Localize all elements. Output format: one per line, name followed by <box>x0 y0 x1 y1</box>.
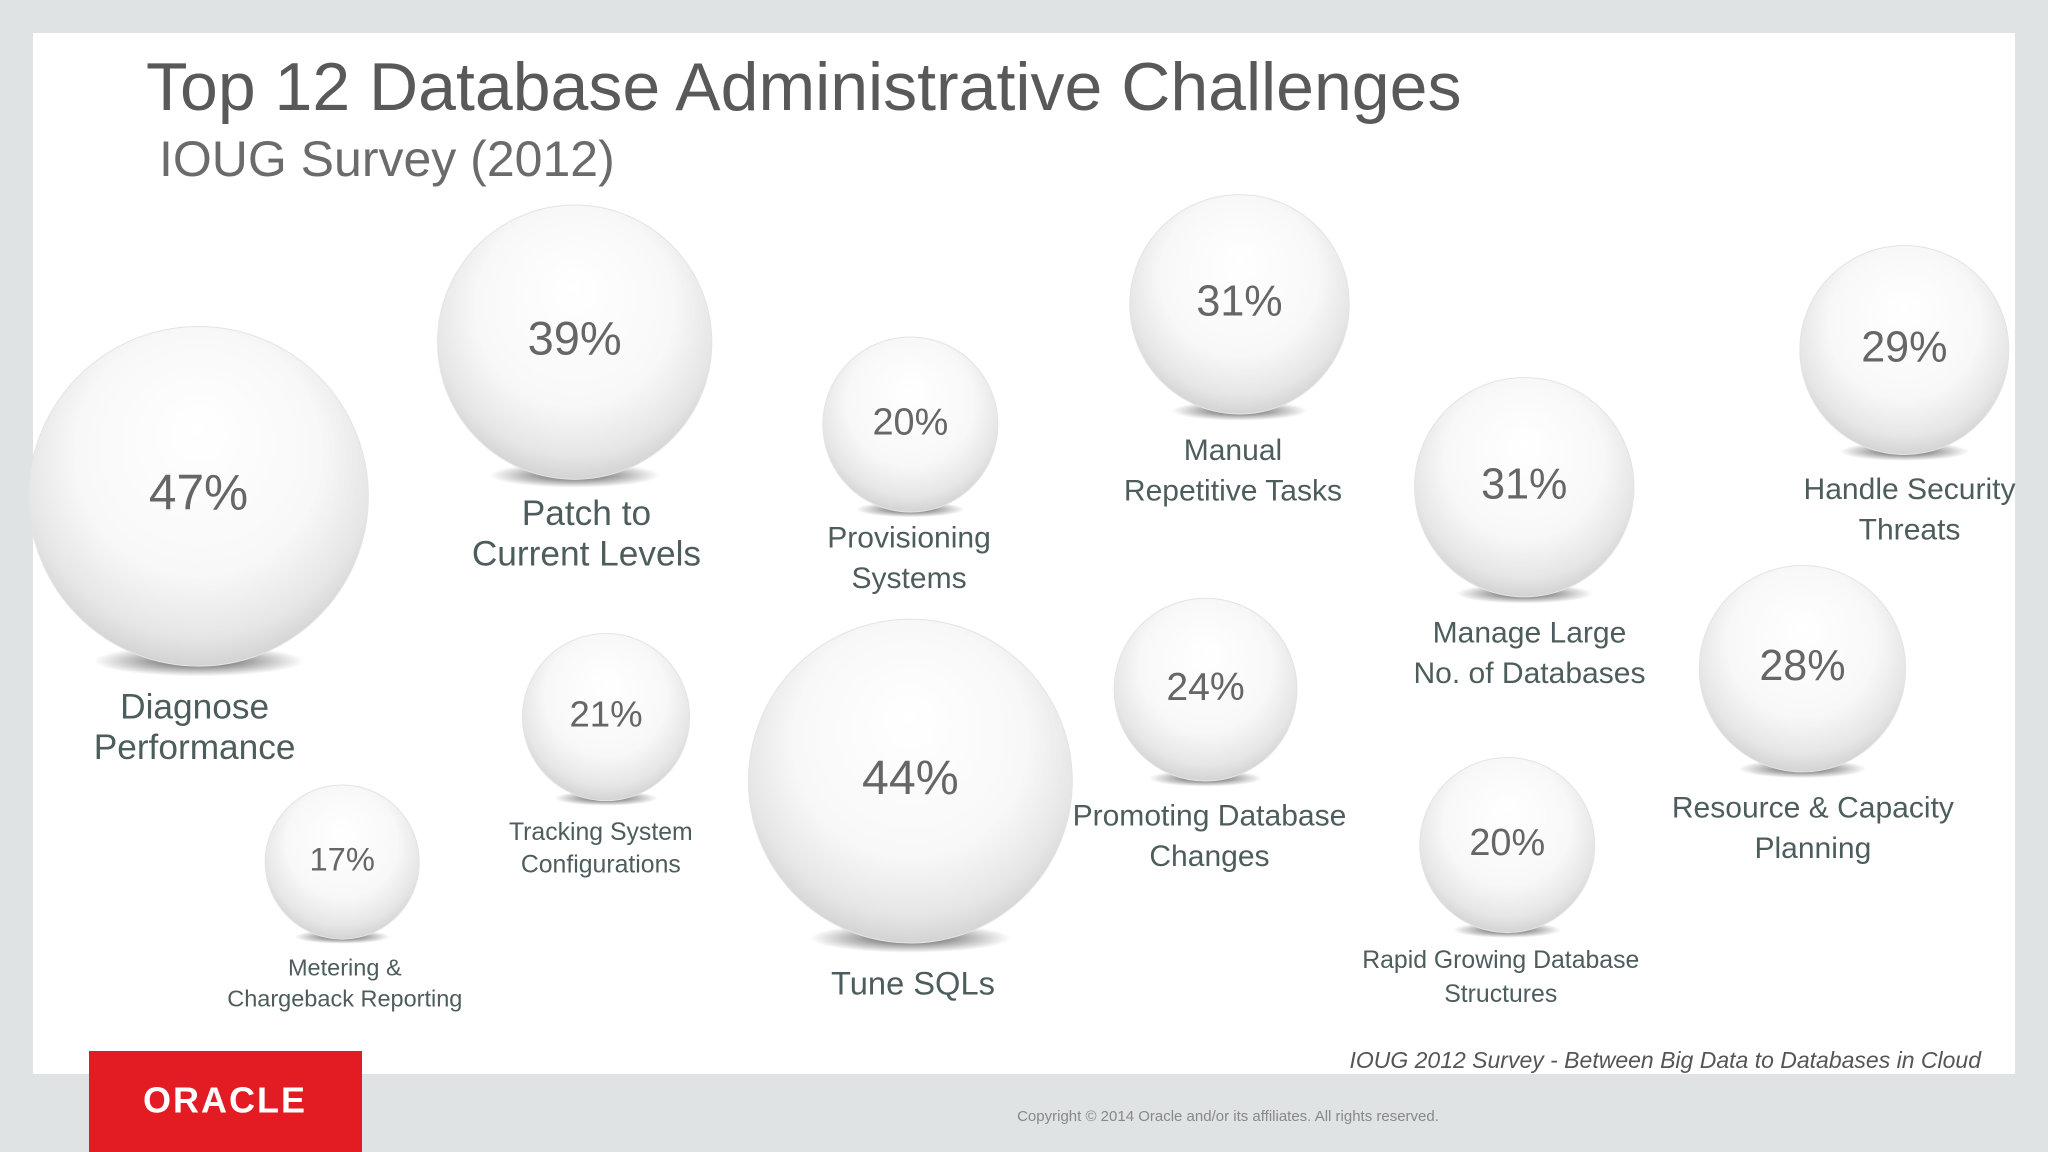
bubble <box>437 204 713 480</box>
bubble-label: Provisioning <box>827 521 991 554</box>
bubble <box>1129 194 1350 415</box>
bubble-value: 31% <box>1481 461 1567 509</box>
bubble <box>1113 597 1298 782</box>
source-note: IOUG 2012 Survey - Between Big Data to D… <box>1349 1047 1982 1073</box>
bubble <box>1419 757 1596 934</box>
bubble-label: Chargeback Reporting <box>227 986 462 1012</box>
bubble-value: 24% <box>1166 666 1244 709</box>
bubble <box>1414 376 1635 598</box>
logo: ORACLE <box>143 1080 307 1121</box>
bubble <box>1799 245 2010 456</box>
bubble-label: Current Levels <box>472 535 701 574</box>
bubble-label: Manual <box>1184 434 1283 467</box>
bubble <box>747 618 1073 944</box>
bubble-value: 21% <box>569 694 642 735</box>
bubble-value: 20% <box>872 401 948 443</box>
bubble-value: 39% <box>528 312 622 365</box>
bubble <box>264 784 420 940</box>
title: Top 12 Database Administrative Challenge… <box>146 49 1461 125</box>
bubble-label: Tune SQLs <box>831 965 995 1002</box>
bubble-label: Planning <box>1754 832 1871 865</box>
bubble-label: No. of Databases <box>1413 657 1645 690</box>
bubble <box>28 326 369 667</box>
bubble-label: Metering & <box>288 954 402 980</box>
bubble-label: Changes <box>1149 840 1269 873</box>
bubble <box>521 632 691 802</box>
bubble-value: 29% <box>1861 323 1947 371</box>
bubble-value: 20% <box>1469 822 1545 864</box>
bubble-value: 44% <box>862 751 959 805</box>
bubble-label: Promoting Database <box>1073 800 1347 833</box>
bubble-label: Handle Security <box>1804 473 2016 506</box>
bubble-value: 31% <box>1196 278 1282 326</box>
bubble-value: 28% <box>1759 642 1845 690</box>
bubble-label: Diagnose <box>120 688 269 727</box>
bubble-label: Patch to <box>522 494 651 533</box>
bubble-label: Manage Large <box>1433 617 1627 650</box>
bubble <box>1698 565 1907 773</box>
bubble-label: Structures <box>1444 981 1557 1008</box>
copyright: Copyright © 2014 Oracle and/or its affil… <box>1017 1108 1439 1125</box>
subtitle: IOUG Survey (2012) <box>159 131 615 187</box>
bubble-label: Performance <box>94 728 296 767</box>
bubble-value: 17% <box>310 841 375 878</box>
bubble <box>822 336 999 513</box>
bubble-label: Threats <box>1859 514 1961 547</box>
bubble-value: 47% <box>149 464 248 520</box>
logo-box <box>89 1051 362 1152</box>
bubble-label: Repetitive Tasks <box>1124 474 1342 507</box>
bubble-label: Rapid Growing Database <box>1362 947 1639 974</box>
bubble-label: Resource & Capacity <box>1672 792 1954 825</box>
bubble-label: Tracking System <box>509 819 693 846</box>
bubble-label: Configurations <box>521 852 681 879</box>
bubble-label: Systems <box>851 562 966 595</box>
